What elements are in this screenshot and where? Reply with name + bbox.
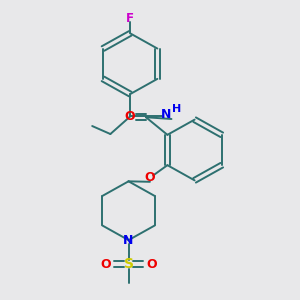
Text: N: N — [161, 108, 171, 121]
Text: O: O — [146, 258, 157, 271]
Text: S: S — [124, 257, 134, 271]
Text: O: O — [125, 110, 135, 123]
Text: O: O — [144, 172, 154, 184]
Text: N: N — [123, 234, 134, 247]
Text: O: O — [100, 258, 111, 271]
Text: H: H — [172, 104, 182, 114]
Text: F: F — [126, 13, 134, 26]
